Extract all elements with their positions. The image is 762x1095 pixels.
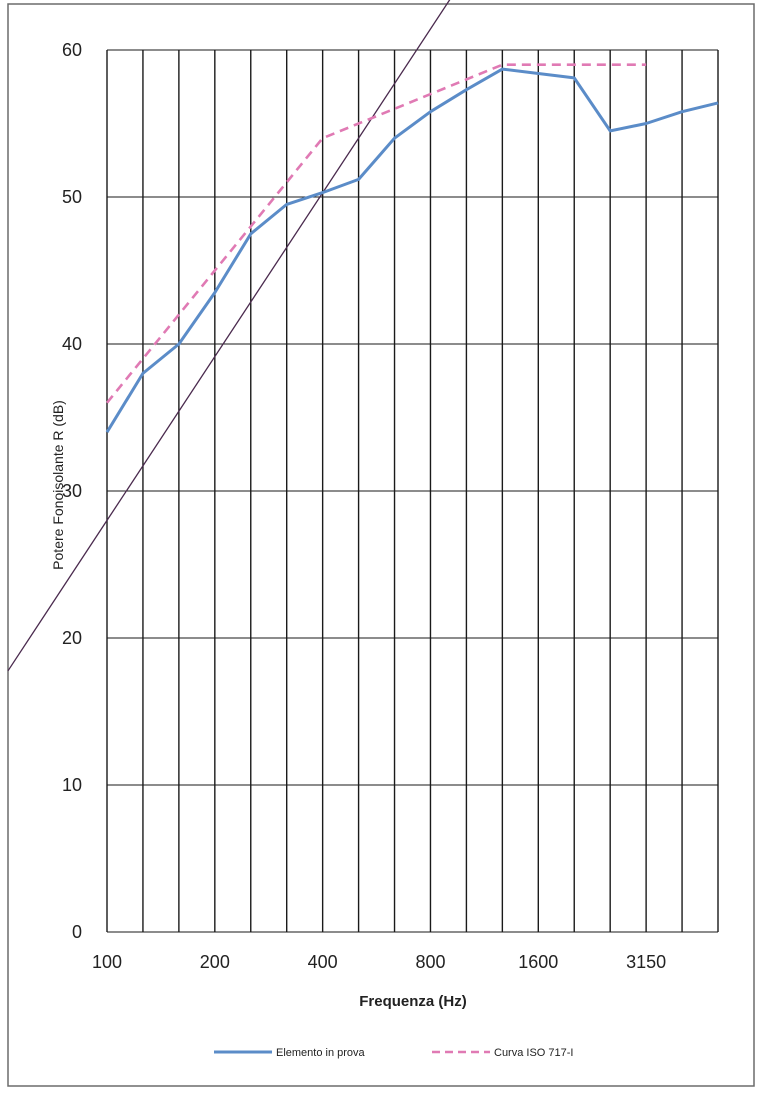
series-line-curva-iso bbox=[107, 65, 646, 403]
x-tick-label: 400 bbox=[308, 952, 338, 972]
series-line-elemento-in-prova bbox=[107, 69, 718, 432]
x-tick-label: 100 bbox=[92, 952, 122, 972]
legend-label-elemento: Elemento in prova bbox=[276, 1047, 366, 1059]
y-tick-label: 20 bbox=[62, 628, 82, 648]
y-tick-label: 60 bbox=[62, 40, 82, 60]
series-group bbox=[107, 65, 718, 433]
x-axis-label: Frequenza (Hz) bbox=[359, 993, 467, 1010]
x-tick-label: 200 bbox=[200, 952, 230, 972]
x-tick-label: 800 bbox=[415, 952, 445, 972]
x-tick-label: 1600 bbox=[518, 952, 558, 972]
y-tick-label: 10 bbox=[62, 775, 82, 795]
x-tick-labels: 100 200 400 800 1600 3150 bbox=[92, 952, 666, 972]
legend-label-iso: Curva ISO 717-I bbox=[494, 1047, 573, 1059]
y-tick-label: 50 bbox=[62, 187, 82, 207]
pen-annotation-line bbox=[107, 0, 484, 520]
legend: Elemento in prova Curva ISO 717-I bbox=[214, 1047, 573, 1059]
grid bbox=[107, 50, 718, 932]
y-axis-label: Potere Fonoisolante R (dB) bbox=[50, 400, 66, 570]
y-tick-label: 40 bbox=[62, 334, 82, 354]
x-tick-label: 3150 bbox=[626, 952, 666, 972]
page-border bbox=[8, 4, 754, 1086]
y-tick-label: 0 bbox=[72, 922, 82, 942]
